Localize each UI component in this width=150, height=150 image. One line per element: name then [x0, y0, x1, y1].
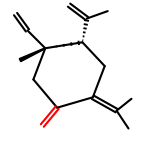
Polygon shape — [19, 48, 45, 62]
